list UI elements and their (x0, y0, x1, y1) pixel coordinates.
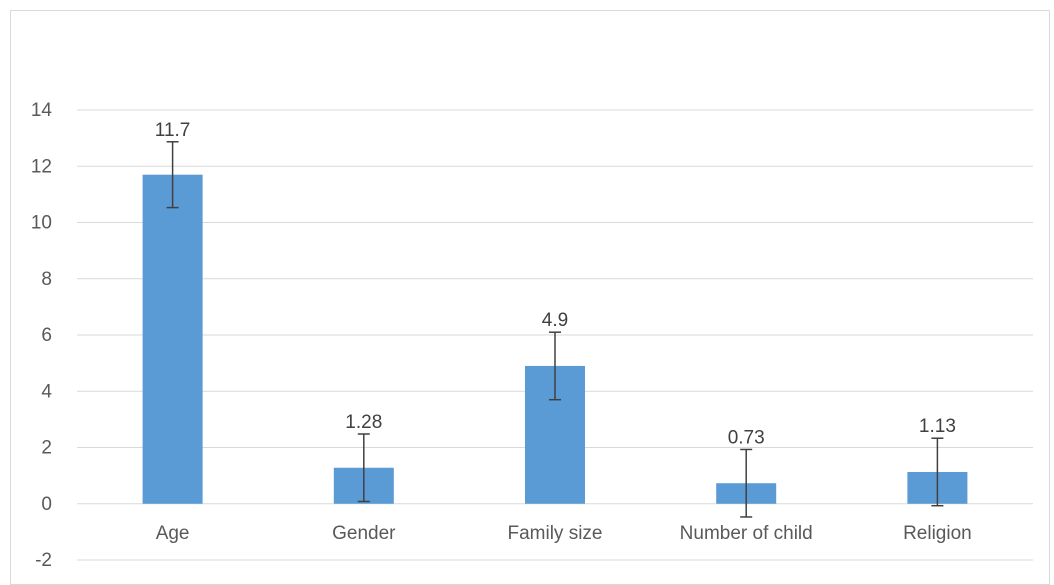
y-tick-label: 10 (31, 213, 52, 234)
data-label: 1.28 (345, 412, 382, 433)
category-label: Age (156, 523, 190, 544)
category-label: Family size (507, 523, 602, 544)
data-label: 11.7 (155, 120, 191, 141)
data-label: 1.13 (919, 416, 956, 437)
y-axis-ticks: 14 12 10 8 6 4 2 0 -2 (31, 100, 53, 571)
data-labels: 11.7 1.28 4.9 0.73 1.13 (155, 120, 956, 449)
y-tick-label: -2 (35, 550, 52, 571)
y-tick-label: 6 (41, 325, 52, 346)
y-tick-label: 8 (41, 269, 52, 290)
y-tick-label: 2 (41, 438, 52, 459)
error-bars (166, 141, 944, 518)
category-label: Religion (903, 523, 972, 544)
category-label: Number of child (680, 523, 813, 544)
y-tick-label: 4 (41, 381, 52, 402)
y-tick-label: 14 (31, 100, 53, 121)
data-label: 4.9 (542, 310, 568, 331)
bar-age (142, 174, 203, 504)
category-labels: Age Gender Family size Number of child Relig… (156, 523, 972, 544)
category-label: Gender (332, 523, 396, 544)
y-tick-label: 0 (41, 494, 52, 515)
data-label: 0.73 (728, 427, 765, 448)
y-tick-label: 12 (31, 156, 52, 177)
